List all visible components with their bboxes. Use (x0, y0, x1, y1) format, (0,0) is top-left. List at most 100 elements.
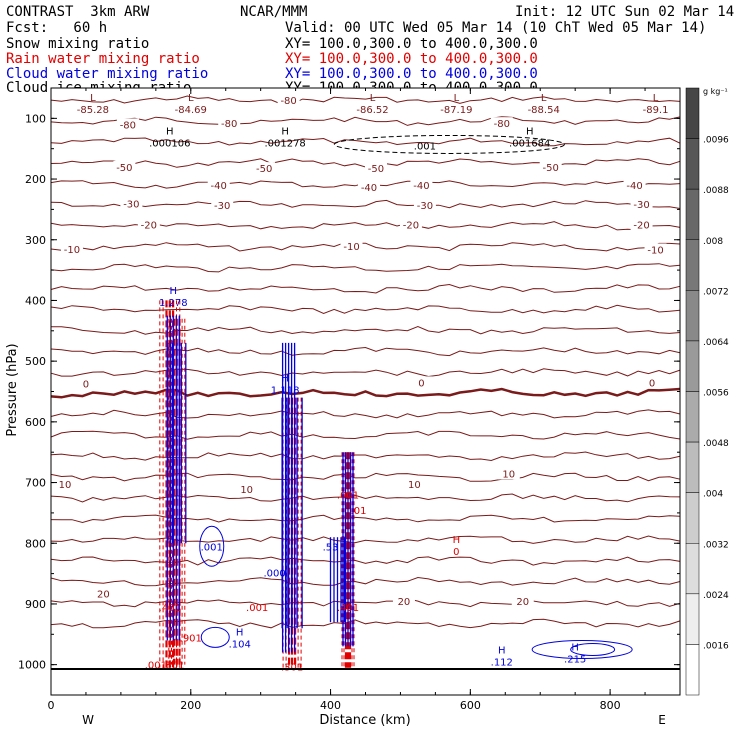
extremum-marker: H (236, 627, 244, 638)
y-tick-label: 300 (25, 234, 46, 247)
temperature-contour (50, 535, 681, 544)
snow-contour-label: .001 (414, 142, 436, 153)
temperature-contour-label: -40 (626, 181, 642, 192)
y-tick-label: 600 (25, 416, 46, 429)
cloud-water-contour (199, 525, 225, 567)
extremum-marker: H (281, 374, 289, 385)
extremum-value: -87.19 (440, 105, 472, 116)
temperature-contour-label: -30 (214, 201, 230, 212)
temperature-contour (50, 514, 681, 524)
temperature-contour (50, 409, 681, 419)
contour-label-bg (630, 197, 653, 210)
cloud-water-contour (570, 642, 616, 656)
contour-label-bg (211, 199, 234, 212)
x-end-label-east: E (658, 713, 666, 727)
contour-label-bg (340, 239, 363, 252)
extremum-marker: L (188, 93, 194, 104)
temperature-contour-label: -20 (633, 221, 649, 232)
colorbar-tick-label: .008 (703, 237, 723, 247)
temperature-contour (50, 263, 681, 273)
extremum-marker: L (541, 93, 547, 104)
rain-contour-label: .001 (246, 603, 268, 614)
contour-label-bg (539, 160, 562, 173)
extremum-marker: H (281, 127, 289, 138)
x-tick-label: 400 (320, 699, 341, 712)
colorbar-tick-label: .0072 (703, 287, 729, 297)
temperature-contour-label: 10 (502, 469, 515, 480)
colorbar-segment (685, 290, 700, 342)
field-rain-xy: XY= 100.0,300.0 to 400.0,300.0 (285, 51, 538, 67)
y-tick-label: 400 (25, 294, 46, 307)
colorbar-tick-label: .0016 (703, 641, 729, 651)
contour-label-bg (364, 162, 387, 175)
temperature-contour-label: 20 (516, 597, 529, 608)
temperature-contour (50, 451, 681, 462)
temperature-contour-label: -10 (647, 245, 663, 256)
temperature-contour-label: -50 (256, 164, 272, 175)
rain-contour-label: .001 (145, 661, 167, 672)
temperature-contour-label: -30 (123, 199, 139, 210)
contour-label-bg (623, 179, 646, 192)
temperature-contour (50, 346, 681, 357)
colorbar-tick-label: .004 (703, 490, 723, 500)
temperature-contour-label: 0 (83, 380, 89, 391)
extremum-marker: H (526, 127, 534, 138)
contour-label-bg (511, 594, 534, 607)
temperature-contour-label: -80 (280, 96, 296, 107)
contour-label-bg (410, 179, 433, 192)
temperature-contour-label: -10 (343, 242, 359, 253)
temperature-contour (50, 283, 681, 294)
temperature-contour-label: 0 (418, 378, 424, 389)
cloud-contour-label: .001 (201, 542, 223, 553)
field-cloud-water-xy: XY= 100.0,300.0 to 400.0,300.0 (285, 66, 538, 82)
temperature-contour (50, 556, 681, 566)
cloud-contour-label: .000 (264, 568, 286, 579)
colorbar-tick-label: .0056 (703, 389, 729, 399)
contour-label-bg (60, 242, 83, 255)
extremum-marker: L (653, 93, 659, 104)
extremum-marker: H (498, 646, 506, 657)
temperature-contour (50, 472, 681, 482)
freezing-level-contour (50, 387, 681, 399)
extremum-value: -84.69 (175, 105, 207, 116)
extremum-value: .104 (229, 639, 251, 650)
extremum-value: 0 (453, 547, 459, 558)
x-axis-label: Distance (km) (319, 713, 410, 728)
temperature-contour-label: -20 (141, 221, 157, 232)
colorbar-tick-label: .0024 (703, 591, 729, 601)
temperature-contour-label: -50 (543, 163, 559, 174)
extremum-value: 1.278 (159, 298, 188, 309)
cloud-contour-label: .53 (323, 542, 339, 553)
temperature-contour-label: -50 (368, 164, 384, 175)
colorbar-segment (685, 391, 700, 443)
x-end-label-west: W (82, 713, 94, 727)
contour-label-bg (207, 179, 230, 192)
temperature-contour (50, 430, 681, 440)
y-tick-label: 800 (25, 537, 46, 550)
colorbar-segment (685, 543, 700, 595)
extremum-value: -88.54 (528, 105, 560, 116)
extremum-value: .215 (564, 655, 586, 666)
colorbar-segment (685, 593, 700, 645)
temperature-contour (51, 325, 681, 335)
temperature-contour (50, 199, 681, 209)
cloud-water-contour (200, 626, 230, 648)
extremum-value: .001278 (264, 139, 305, 150)
y-tick-label: 900 (25, 598, 46, 611)
x-tick-label: 0 (48, 699, 55, 712)
header-left-2: Fcst: 60 h (6, 20, 108, 36)
contour-label-bg (113, 160, 136, 173)
temperature-contour-label: 20 (97, 590, 110, 601)
contour-label-bg (235, 483, 258, 496)
contour-label-bg (137, 218, 160, 231)
rain-contour-label: .401 (159, 603, 181, 614)
y-tick-label: 200 (25, 173, 46, 186)
extremum-value: -89.1 (643, 105, 669, 116)
temperature-contour-label: -40 (413, 181, 429, 192)
temperature-contour-label: -30 (633, 200, 649, 211)
x-tick-label: 600 (460, 699, 481, 712)
temperature-contour-label: 0 (649, 378, 655, 389)
x-tick-label: 200 (180, 699, 201, 712)
colorbar-segment (685, 492, 700, 544)
